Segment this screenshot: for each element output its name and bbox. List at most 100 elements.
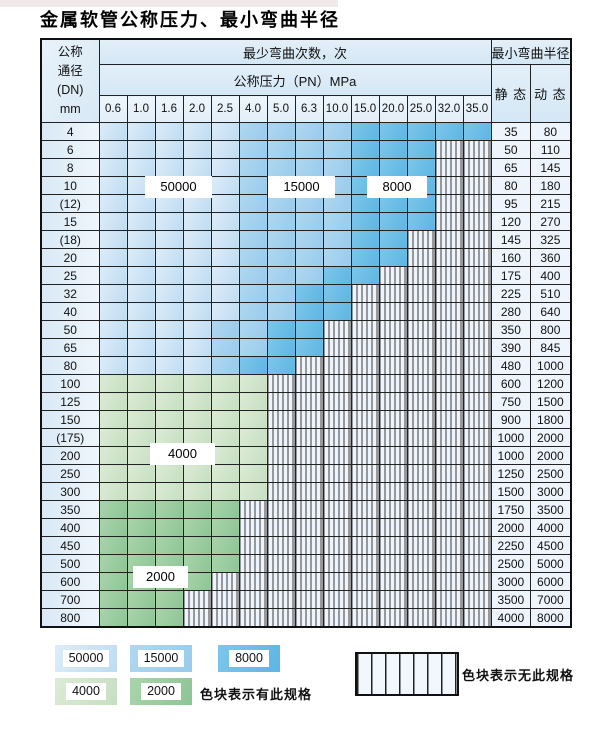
spec-cell-15000 bbox=[322, 230, 352, 249]
static-radius-cell: 390 bbox=[490, 338, 532, 357]
legend-swatch-label: 50000 bbox=[62, 650, 110, 667]
legend-no-spec-swatch bbox=[355, 652, 459, 696]
no-spec-cell bbox=[294, 356, 324, 375]
no-spec-cell bbox=[294, 590, 324, 609]
spec-cell-2000 bbox=[182, 500, 212, 519]
dynamic-radius-cell: 4000 bbox=[530, 518, 572, 537]
static-radius-cell: 50 bbox=[490, 140, 532, 159]
static-radius-cell: 280 bbox=[490, 302, 532, 321]
no-spec-cell bbox=[294, 392, 324, 411]
table-row: 150 900 1800 bbox=[40, 410, 572, 429]
no-spec-cell bbox=[462, 500, 492, 519]
spec-cell-2000 bbox=[98, 554, 128, 573]
table-row: 25 175 400 bbox=[40, 266, 572, 285]
spec-cell-4000 bbox=[210, 482, 240, 501]
dn-cell: 350 bbox=[40, 500, 100, 519]
table-row: 800 4000 8000 bbox=[40, 608, 572, 628]
spec-cell-4000 bbox=[98, 428, 128, 447]
dynamic-radius-cell: 845 bbox=[530, 338, 572, 357]
static-radius-cell: 65 bbox=[490, 158, 532, 177]
dynamic-radius-cell: 80 bbox=[530, 122, 572, 141]
no-spec-cell bbox=[238, 572, 268, 591]
no-spec-cell bbox=[322, 374, 352, 393]
no-spec-cell bbox=[462, 590, 492, 609]
no-spec-cell bbox=[210, 608, 240, 628]
no-spec-cell bbox=[434, 338, 464, 357]
no-spec-cell bbox=[462, 266, 492, 285]
dn-cell: 300 bbox=[40, 482, 100, 501]
dn-cell: 65 bbox=[40, 338, 100, 357]
no-spec-cell bbox=[266, 410, 296, 429]
no-spec-cell bbox=[238, 608, 268, 628]
no-spec-cell bbox=[350, 356, 380, 375]
no-spec-cell bbox=[322, 446, 352, 465]
spec-cell-8000 bbox=[322, 284, 352, 303]
no-spec-cell bbox=[350, 554, 380, 573]
spec-cell-8000 bbox=[434, 122, 464, 141]
spec-cell-8000 bbox=[378, 230, 408, 249]
spec-cell-15000 bbox=[294, 230, 324, 249]
spec-cell-4000 bbox=[238, 464, 268, 483]
no-spec-cell bbox=[406, 266, 436, 285]
spec-cell-4000 bbox=[210, 464, 240, 483]
spec-cell-8000 bbox=[350, 122, 380, 141]
nominal-pressure-header: 公称压力（PN）MPa bbox=[98, 64, 492, 96]
static-radius-cell: 2500 bbox=[490, 554, 532, 573]
legend-swatch-2000: 2000 bbox=[130, 678, 192, 705]
dynamic-radius-cell: 180 bbox=[530, 176, 572, 195]
spec-cell-50000 bbox=[98, 212, 128, 231]
static-radius-cell: 480 bbox=[490, 356, 532, 375]
no-spec-cell bbox=[406, 410, 436, 429]
no-spec-cell bbox=[462, 284, 492, 303]
spec-cell-4000 bbox=[98, 374, 128, 393]
spec-cell-15000 bbox=[266, 212, 296, 231]
spec-cell-4000 bbox=[98, 464, 128, 483]
legend: 50000 15000 8000 4000 2000 色块表示有此规格 色块表示无此规格 bbox=[0, 640, 600, 730]
static-radius-cell: 145 bbox=[490, 230, 532, 249]
pressure-col-header: 6.3 bbox=[294, 95, 324, 123]
no-spec-cell bbox=[406, 500, 436, 519]
spec-cell-2000 bbox=[98, 518, 128, 537]
no-spec-cell bbox=[406, 572, 436, 591]
no-spec-cell bbox=[350, 284, 380, 303]
spec-cell-50000 bbox=[98, 194, 128, 213]
no-spec-cell bbox=[350, 392, 380, 411]
no-spec-cell bbox=[322, 500, 352, 519]
dn-cell: 600 bbox=[40, 572, 100, 591]
spec-cell-50000 bbox=[182, 356, 212, 375]
spec-cell-4000 bbox=[238, 428, 268, 447]
spec-cell-15000 bbox=[294, 140, 324, 159]
dynamic-radius-cell: 400 bbox=[530, 266, 572, 285]
page-title: 金属软管公称压力、最小弯曲半径 bbox=[40, 10, 340, 30]
no-spec-cell bbox=[322, 428, 352, 447]
spec-cell-50000 bbox=[210, 248, 240, 267]
spec-cell-15000 bbox=[238, 338, 268, 357]
no-spec-cell bbox=[406, 230, 436, 249]
no-spec-cell bbox=[406, 428, 436, 447]
table-row: (18) 145 325 bbox=[40, 230, 572, 249]
static-radius-cell: 900 bbox=[490, 410, 532, 429]
spec-cell-50000 bbox=[182, 212, 212, 231]
no-spec-cell bbox=[294, 446, 324, 465]
no-spec-cell bbox=[294, 428, 324, 447]
spec-cell-50000 bbox=[126, 122, 156, 141]
no-spec-cell bbox=[462, 482, 492, 501]
no-spec-cell bbox=[434, 392, 464, 411]
table-row: 40 280 640 bbox=[40, 302, 572, 321]
no-spec-cell bbox=[462, 320, 492, 339]
dn-cell: 50 bbox=[40, 320, 100, 339]
dynamic-radius-cell: 7000 bbox=[530, 590, 572, 609]
no-spec-cell bbox=[406, 446, 436, 465]
spec-cell-50000 bbox=[98, 302, 128, 321]
spec-cell-50000 bbox=[154, 140, 184, 159]
no-spec-cell bbox=[210, 572, 240, 591]
no-spec-cell bbox=[434, 248, 464, 267]
no-spec-cell bbox=[434, 590, 464, 609]
spec-cell-8000 bbox=[378, 158, 408, 177]
no-spec-cell bbox=[434, 518, 464, 537]
spec-cell-50000 bbox=[98, 248, 128, 267]
no-spec-cell bbox=[434, 500, 464, 519]
dn-cell: 15 bbox=[40, 212, 100, 231]
no-spec-cell bbox=[434, 140, 464, 159]
no-spec-cell bbox=[266, 482, 296, 501]
